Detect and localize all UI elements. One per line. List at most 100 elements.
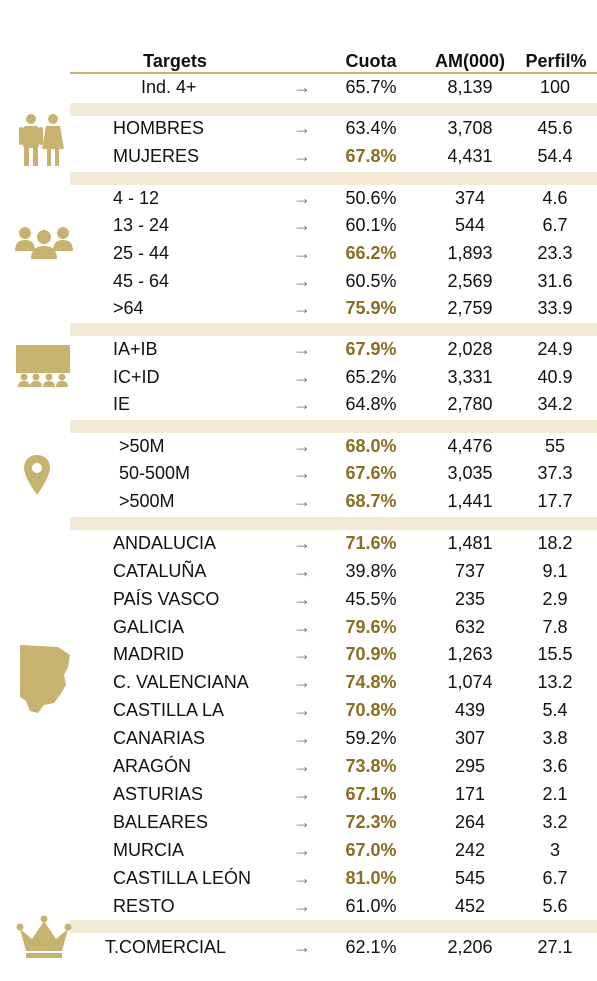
perfil-value: 23.3 — [537, 243, 573, 263]
cuota-value: 67.1% — [345, 784, 397, 804]
cuota-value: 68.7% — [345, 491, 397, 511]
arrow-icon: → — [293, 243, 311, 263]
section-separator — [70, 420, 597, 433]
perfil-value: 55 — [544, 436, 566, 456]
am-value: 3,331 — [447, 367, 493, 387]
row-label: >500M — [119, 491, 175, 511]
arrow-icon: → — [293, 644, 311, 664]
am-value: 2,780 — [447, 394, 493, 414]
audience-icon — [16, 345, 70, 387]
table-row: T.COMERCIAL → 62.1% 2,206 27.1 — [0, 935, 597, 962]
table-row: CATALUÑA → 39.8% 737 9.1 — [0, 559, 597, 586]
cuota-value: 59.2% — [345, 728, 397, 748]
perfil-value: 18.2 — [537, 533, 573, 553]
perfil-value: 54.4 — [537, 146, 573, 166]
table-row: >50M → 68.0% 4,476 55 — [0, 434, 597, 461]
am-value: 439 — [454, 700, 486, 720]
am-value: 1,074 — [447, 672, 493, 692]
am-value: 2,569 — [447, 271, 493, 291]
perfil-value: 5.6 — [542, 896, 568, 916]
section-separator — [70, 103, 597, 116]
arrow-icon: → — [293, 367, 311, 387]
arrow-icon: → — [293, 728, 311, 748]
table-row: 4 - 12 → 50.6% 374 4.6 — [0, 186, 597, 213]
arrow-icon: → — [293, 298, 311, 318]
table-row: 45 - 64 → 60.5% 2,569 31.6 — [0, 269, 597, 296]
row-label: 25 - 44 — [113, 243, 170, 263]
perfil-value: 100 — [539, 77, 571, 97]
table-row: GALICIA → 79.6% 632 7.8 — [0, 615, 597, 642]
row-label: >64 — [113, 298, 144, 318]
am-value: 3,035 — [447, 463, 493, 483]
arrow-icon: → — [293, 118, 311, 138]
arrow-icon: → — [293, 672, 311, 692]
perfil-value: 3.8 — [542, 728, 568, 748]
am-value: 2,206 — [447, 937, 493, 957]
header-cuota: Cuota — [345, 51, 397, 71]
table-row: RESTO → 61.0% 452 5.6 — [0, 894, 597, 921]
cuota-value: 62.1% — [345, 937, 397, 957]
row-label: MURCIA — [113, 840, 184, 860]
perfil-value: 4.6 — [542, 188, 568, 208]
arrow-icon: → — [293, 617, 311, 637]
am-value: 8,139 — [447, 77, 493, 97]
table-row: MURCIA → 67.0% 242 3 — [0, 838, 597, 865]
cuota-value: 67.6% — [345, 463, 397, 483]
cuota-value: 73.8% — [345, 756, 397, 776]
table-row: ANDALUCIA → 71.6% 1,481 18.2 — [0, 531, 597, 558]
table-row: >64 → 75.9% 2,759 33.9 — [0, 296, 597, 323]
cuota-value: 63.4% — [345, 118, 397, 138]
table-row: 50-500M → 67.6% 3,035 37.3 — [0, 461, 597, 488]
cuota-value: 65.2% — [345, 367, 397, 387]
am-value: 1,481 — [447, 533, 493, 553]
table-row: PAÍS VASCO → 45.5% 235 2.9 — [0, 587, 597, 614]
table-row: 13 - 24 → 60.1% 544 6.7 — [0, 213, 597, 240]
crown-icon — [16, 915, 72, 961]
arrow-icon: → — [293, 700, 311, 720]
am-value: 374 — [454, 188, 486, 208]
table-row: HOMBRES → 63.4% 3,708 45.6 — [0, 116, 597, 143]
row-label: C. VALENCIANA — [113, 672, 249, 692]
row-label: IA+IB — [113, 339, 158, 359]
perfil-value: 34.2 — [537, 394, 573, 414]
section-separator — [70, 172, 597, 185]
location-pin-icon — [24, 455, 50, 495]
table-row: CANARIAS → 59.2% 307 3.8 — [0, 726, 597, 753]
arrow-icon: → — [293, 784, 311, 804]
header-targets: Targets — [143, 51, 207, 71]
am-value: 1,893 — [447, 243, 493, 263]
table-row: BALEARES → 72.3% 264 3.2 — [0, 810, 597, 837]
am-value: 171 — [454, 784, 486, 804]
header-divider — [70, 72, 597, 74]
am-value: 1,441 — [447, 491, 493, 511]
row-label: MUJERES — [113, 146, 200, 166]
section-separator — [70, 323, 597, 336]
cuota-value: 68.0% — [345, 436, 397, 456]
am-value: 2,028 — [447, 339, 493, 359]
cuota-value: 66.2% — [345, 243, 397, 263]
table-row: IA+IB → 67.9% 2,028 24.9 — [0, 337, 597, 364]
row-label: ARAGÓN — [113, 756, 192, 776]
row-label: HOMBRES — [113, 118, 205, 138]
am-value: 2,759 — [447, 298, 493, 318]
row-label: IE — [113, 394, 131, 414]
perfil-value: 7.8 — [542, 617, 568, 637]
row-label: CATALUÑA — [113, 561, 207, 581]
header-perfil: Perfil% — [525, 51, 587, 71]
perfil-value: 17.7 — [537, 491, 573, 511]
am-value: 737 — [454, 561, 486, 581]
am-value: 235 — [454, 589, 486, 609]
arrow-icon: → — [293, 146, 311, 166]
section-separator — [70, 517, 597, 530]
arrow-icon: → — [293, 840, 311, 860]
arrow-icon: → — [293, 271, 311, 291]
row-label: Ind. 4+ — [141, 77, 197, 97]
cuota-value: 79.6% — [345, 617, 397, 637]
row-label: ASTURIAS — [113, 784, 204, 804]
cuota-value: 60.5% — [345, 271, 397, 291]
row-label: MADRID — [113, 644, 184, 664]
cuota-value: 67.0% — [345, 840, 397, 860]
am-value: 307 — [454, 728, 486, 748]
arrow-icon: → — [293, 215, 311, 235]
table-row: IE → 64.8% 2,780 34.2 — [0, 392, 597, 419]
